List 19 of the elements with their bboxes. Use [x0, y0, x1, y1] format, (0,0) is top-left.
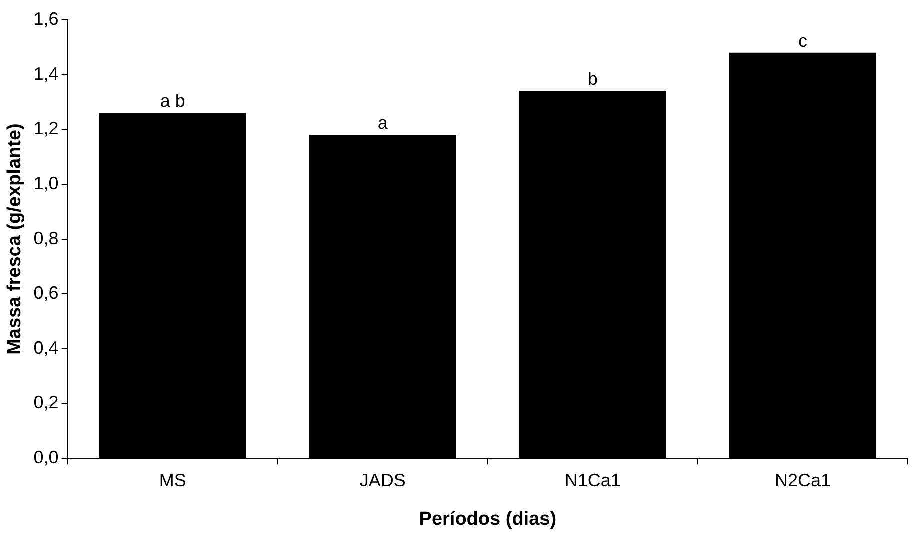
y-tick-label: 0,4 [34, 338, 59, 358]
y-tick-label: 1,2 [34, 118, 59, 139]
x-tick-label: N1Ca1 [564, 470, 621, 490]
annotation: a [378, 113, 389, 134]
annotation: b [588, 69, 598, 90]
y-tick-label: 0,8 [34, 228, 59, 248]
annotation: a b [160, 91, 186, 112]
annotation: c [798, 30, 808, 51]
y-tick-label: 1,6 [34, 8, 59, 29]
x-tick-label: MS [159, 470, 186, 490]
y-tick-label: 1,0 [34, 173, 59, 194]
y-tick-label: 0,0 [34, 448, 59, 468]
x-axis-title: Períodos (dias) [419, 508, 557, 530]
y-tick-label: 0,2 [34, 392, 59, 413]
y-tick-label: 1,4 [34, 64, 59, 84]
x-tick-label: JADS [360, 470, 406, 490]
x-tick-label: N2Ca1 [774, 470, 831, 490]
y-tick-label: 0,6 [34, 283, 59, 304]
y-axis-title: Massa fresca (g/explante) [4, 124, 26, 355]
